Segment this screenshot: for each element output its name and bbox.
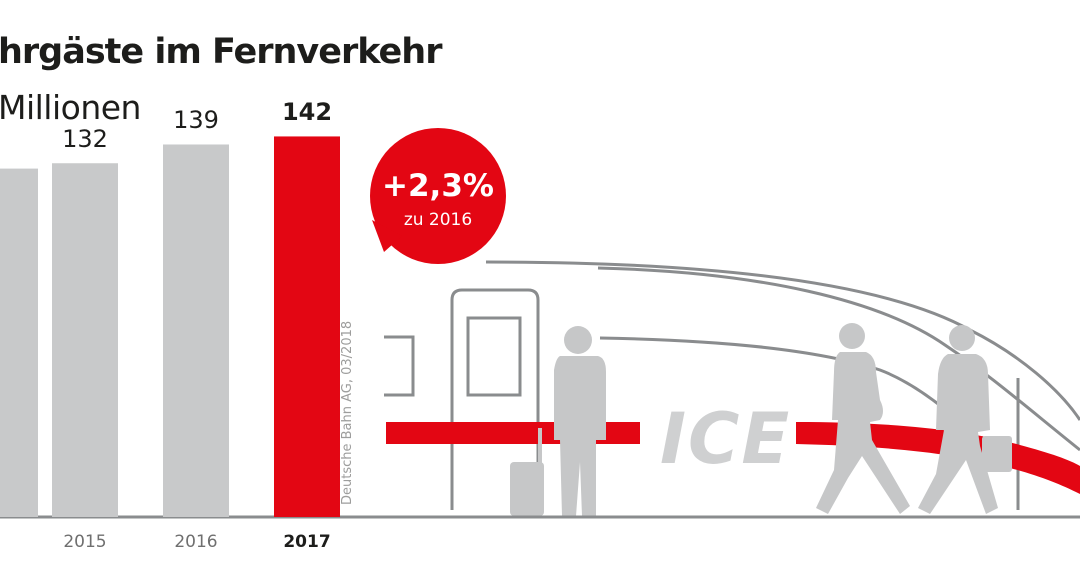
walking-traveler-icon [816,323,910,514]
bar-2016 [163,144,229,518]
chart-title: hrgäste im Fernverkehr [0,32,442,72]
bar-cropped [0,168,38,517]
source-credit: Deutsche Bahn AG, 03/2018 [340,320,355,505]
growth-badge-value: +2,3% [382,168,494,204]
bar-value-label: 139 [173,106,219,135]
traveler-with-briefcase-icon [918,325,1012,514]
x-tick-label: 2016 [174,532,218,552]
growth-badge [370,128,506,264]
bar-value-label: 142 [281,98,333,127]
x-tick-label: 2017 [283,532,331,552]
x-tick-label: 2015 [63,532,107,552]
bar-value-label: 132 [62,125,108,154]
chart-subtitle: Millionen [0,88,141,127]
bar-2017 [274,136,340,517]
traveler-with-suitcase-icon [510,326,606,516]
bar-2015 [52,163,118,518]
ice-train-lettering: ICE [660,398,792,480]
growth-badge-label: zu 2016 [403,210,473,230]
